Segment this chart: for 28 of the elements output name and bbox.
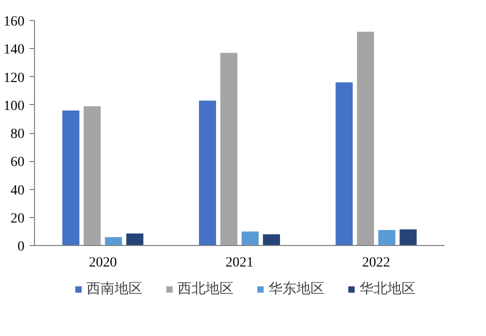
bar xyxy=(104,237,122,246)
bar xyxy=(62,110,80,246)
bar xyxy=(126,234,144,246)
y-tick-label: 120 xyxy=(4,70,24,86)
bar xyxy=(220,52,238,246)
y-tick-label: 40 xyxy=(10,183,24,198)
bar xyxy=(400,229,417,246)
legend-label: 华北地区 xyxy=(360,280,416,298)
bar xyxy=(336,82,353,246)
bar xyxy=(198,100,216,246)
bar xyxy=(378,230,396,246)
legend-label: 西南地区 xyxy=(86,280,142,298)
bar xyxy=(242,231,259,246)
y-tick-label: 20 xyxy=(10,211,24,226)
y-tick-label: 160 xyxy=(4,14,24,30)
y-tick-label: 0 xyxy=(18,240,24,254)
bar xyxy=(262,234,280,246)
bar xyxy=(356,32,374,246)
y-tick-label: 60 xyxy=(10,155,24,170)
y-tick-label: 140 xyxy=(4,42,24,58)
x-tick-label: 2022 xyxy=(362,256,390,270)
y-tick-label: 100 xyxy=(4,98,24,114)
bar xyxy=(84,106,101,246)
x-tick-label: 2021 xyxy=(226,256,254,270)
x-tick-label: 2020 xyxy=(88,256,117,270)
y-tick-label: 80 xyxy=(10,127,24,142)
legend-label: 西北地区 xyxy=(178,280,234,298)
legend-label: 华东地区 xyxy=(268,280,324,298)
